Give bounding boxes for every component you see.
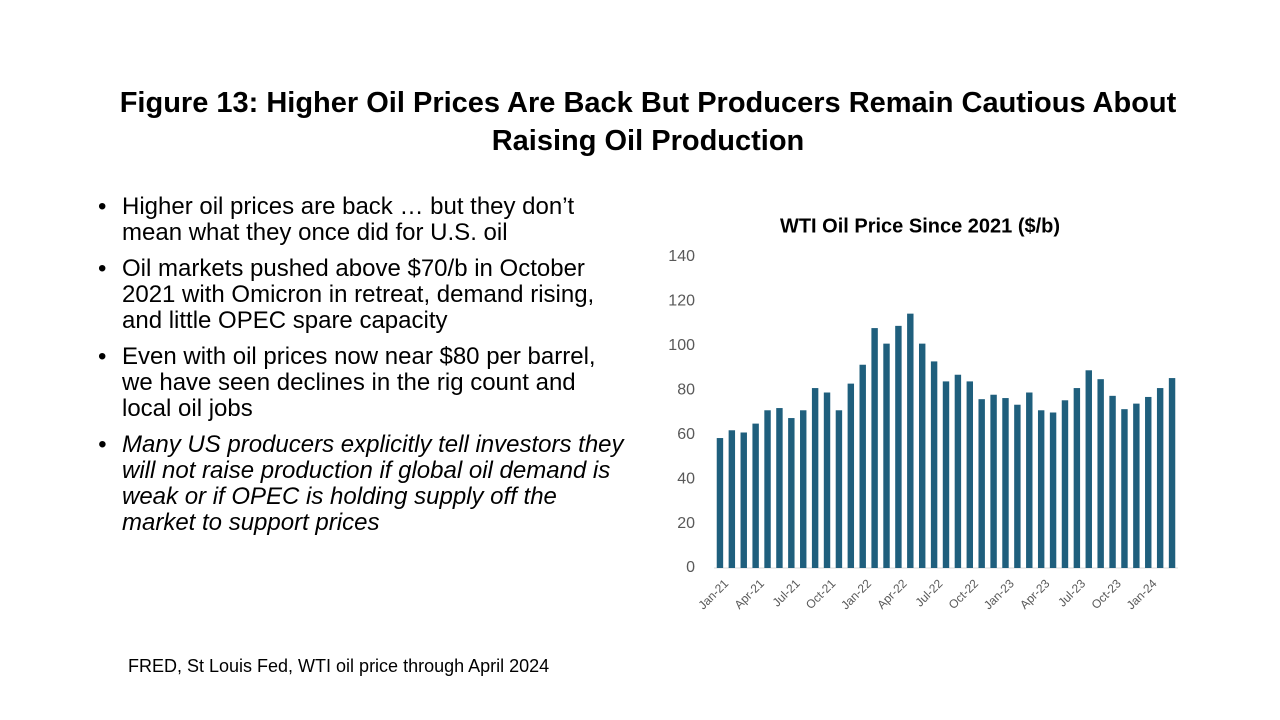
bar	[1049, 412, 1057, 568]
bullet-list: Higher oil prices are back … but they do…	[96, 194, 626, 546]
x-tick-label: Jan-21	[695, 576, 731, 612]
x-tick-label: Apr-21	[732, 576, 768, 612]
bar	[716, 438, 724, 568]
x-tick-label: Apr-23	[1017, 576, 1053, 612]
bar	[883, 343, 890, 568]
bar	[1002, 398, 1009, 568]
bar	[788, 418, 795, 568]
x-tick-label: Oct-23	[1089, 576, 1125, 612]
bar	[1156, 388, 1164, 568]
bar	[918, 343, 926, 568]
x-tick-label: Oct-21	[803, 576, 839, 612]
bar	[1168, 378, 1176, 568]
bar	[1026, 392, 1033, 568]
bar	[966, 381, 974, 568]
bar	[1109, 395, 1116, 568]
bar	[1121, 409, 1128, 568]
bullet: Even with oil prices now near $80 per ba…	[96, 344, 626, 422]
chart-title: WTI Oil Price Since 2021 ($/b)	[780, 215, 1060, 237]
bar	[1037, 410, 1045, 568]
bar	[800, 410, 807, 568]
bar	[978, 399, 985, 568]
bar	[1085, 370, 1092, 568]
bar	[942, 381, 950, 568]
bullet: Oil markets pushed above $70/b in Octobe…	[96, 256, 626, 334]
x-tick-label: Apr-22	[874, 576, 910, 612]
y-tick-label: 20	[677, 515, 695, 532]
bar	[835, 410, 843, 568]
y-tick-label: 0	[686, 559, 695, 576]
bar	[847, 383, 855, 568]
y-tick-label: 80	[677, 382, 695, 399]
x-tick-label: Jan-24	[1124, 576, 1160, 612]
bar	[1061, 400, 1069, 568]
bullet: Higher oil prices are back … but they do…	[96, 194, 626, 246]
bar	[930, 361, 938, 568]
bar	[776, 408, 783, 568]
bar	[895, 325, 902, 568]
bar	[811, 388, 819, 568]
bar	[740, 432, 747, 568]
bar	[871, 328, 878, 568]
x-tick-label: Oct-22	[946, 576, 982, 612]
bullet: Many US producers explicitly tell invest…	[96, 432, 626, 536]
y-tick-label: 120	[668, 293, 695, 310]
y-tick-label: 40	[677, 470, 695, 487]
bar	[954, 374, 962, 568]
bar	[728, 430, 736, 568]
bar	[1133, 403, 1140, 568]
x-tick-label: Jan-22	[838, 576, 874, 612]
bar	[1097, 379, 1104, 568]
source-note: FRED, St Louis Fed, WTI oil price throug…	[128, 656, 550, 676]
bar	[764, 410, 771, 568]
bar	[907, 313, 914, 568]
bar	[823, 392, 831, 568]
bar	[859, 364, 866, 568]
x-tick-label: Jul-22	[912, 576, 945, 609]
bar	[1145, 396, 1152, 568]
y-tick-label: 100	[668, 337, 695, 354]
x-tick-label: Jan-23	[981, 576, 1017, 612]
bar	[752, 423, 759, 568]
y-tick-label: 140	[668, 248, 695, 265]
x-tick-label: Jul-23	[1055, 576, 1088, 609]
bar	[990, 394, 997, 568]
bar	[1014, 404, 1021, 568]
x-tick-label: Jul-21	[770, 576, 803, 609]
slide-title: Figure 13: Higher Oil Prices Are Back Bu…	[119, 87, 1177, 157]
bar	[1073, 388, 1081, 568]
y-tick-label: 60	[677, 426, 695, 443]
